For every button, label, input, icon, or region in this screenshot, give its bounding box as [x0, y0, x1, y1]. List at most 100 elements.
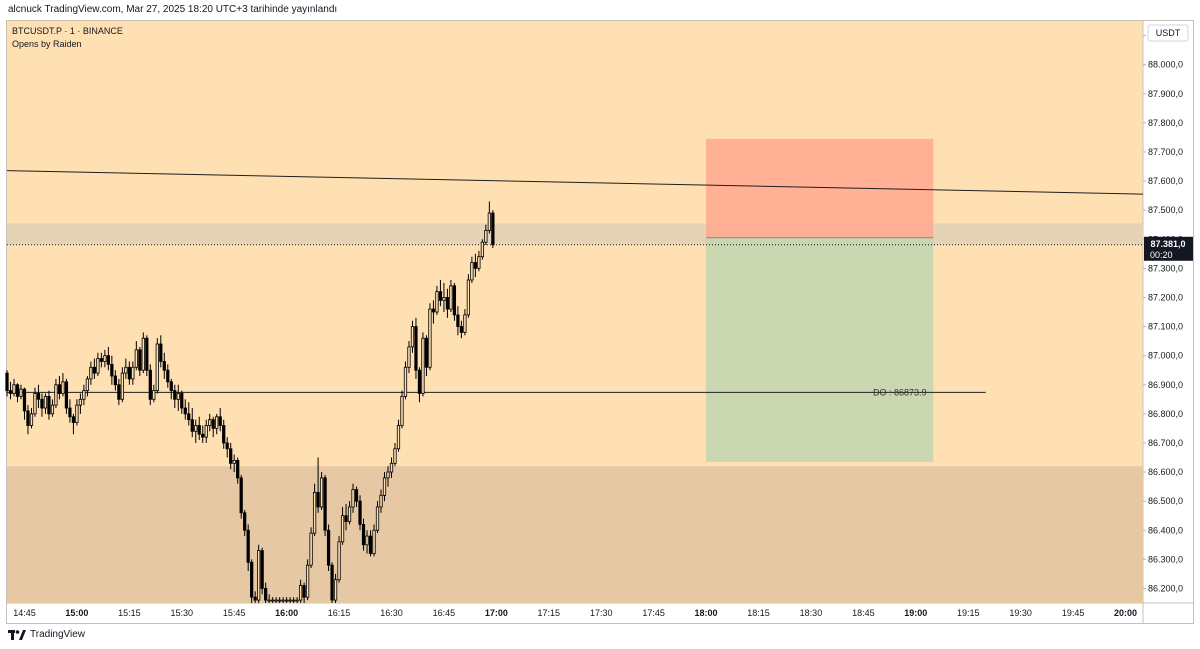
candle-body — [159, 343, 163, 362]
time-tick-label: 18:30 — [800, 608, 823, 618]
short-position-target-zone[interactable] — [706, 237, 934, 462]
candle — [281, 597, 285, 603]
supply-band[interactable] — [7, 223, 1143, 245]
candle — [351, 483, 355, 513]
candle-body — [211, 419, 215, 429]
candle — [319, 472, 324, 510]
time-tick-label: 18:45 — [852, 608, 875, 618]
candle — [438, 279, 443, 307]
candle-body — [278, 599, 282, 602]
candle-body — [187, 413, 191, 421]
candle-body — [96, 358, 100, 374]
candle — [271, 597, 275, 603]
candle — [180, 390, 184, 414]
price-tick-label: 87.900,0 — [1148, 89, 1183, 99]
candle-body — [8, 390, 13, 394]
candle — [372, 524, 376, 557]
candle-body — [319, 477, 324, 508]
candle — [250, 559, 254, 603]
candle — [333, 573, 338, 603]
last-price-tag — [1144, 236, 1193, 261]
time-tick-label: 19:45 — [1062, 608, 1085, 618]
candle — [194, 419, 198, 443]
candle — [361, 518, 366, 551]
time-tick-label: 18:00 — [695, 608, 718, 618]
candle — [85, 376, 90, 397]
candle-body — [375, 506, 380, 531]
candle-body — [417, 369, 422, 394]
candle — [159, 335, 163, 368]
candle — [40, 393, 44, 417]
candle-body — [68, 407, 72, 418]
candle-body — [201, 433, 205, 438]
time-tick-label: 16:15 — [328, 608, 351, 618]
candle-body — [274, 599, 278, 602]
candle — [222, 419, 226, 449]
candle-body — [354, 489, 359, 502]
candle — [208, 413, 212, 432]
candle — [463, 309, 467, 336]
candle — [243, 509, 247, 537]
candle — [470, 256, 474, 283]
trendline[interactable] — [6, 170, 1144, 195]
candle-body — [78, 398, 83, 406]
candle-body — [40, 398, 44, 409]
candle-body — [236, 460, 240, 479]
candle — [285, 597, 289, 603]
candle — [215, 413, 219, 435]
candle-body — [466, 279, 471, 316]
candle — [421, 332, 425, 397]
candle — [47, 390, 51, 420]
candle-body — [428, 308, 432, 368]
candle — [278, 597, 282, 603]
candle-body — [117, 384, 121, 400]
candle-body — [396, 425, 401, 450]
candle-body — [57, 384, 62, 394]
candle-body — [85, 378, 90, 391]
candle — [459, 320, 464, 339]
candle — [396, 419, 401, 452]
candle-body — [239, 477, 243, 514]
time-tick-label: 19:00 — [904, 608, 927, 618]
price-tick-label: 86.800,0 — [1148, 409, 1183, 419]
candle-body — [120, 372, 124, 400]
candle-body — [487, 212, 491, 231]
candle — [99, 352, 103, 368]
candle — [124, 358, 128, 379]
candle-body — [22, 388, 27, 412]
candle — [386, 466, 390, 487]
candle-body — [204, 425, 208, 438]
candle — [414, 317, 418, 379]
candle-body — [347, 506, 352, 522]
symbol-legend[interactable]: BTCUSDT.P · 1 · BINANCE — [12, 26, 123, 36]
candle-body — [312, 492, 317, 534]
candle — [484, 224, 488, 246]
candle — [64, 378, 69, 414]
candle — [82, 384, 86, 406]
candle-body — [424, 337, 429, 368]
price-tick-label: 87.300,0 — [1148, 263, 1183, 273]
candle-body — [438, 291, 443, 301]
demand-zone[interactable] — [7, 466, 1143, 603]
candle-body — [480, 241, 484, 258]
candle — [131, 361, 135, 385]
candle — [218, 408, 222, 432]
candle-body — [386, 471, 390, 479]
candle — [246, 524, 250, 571]
candle-body — [106, 355, 110, 365]
candle — [428, 303, 432, 371]
candle-body — [225, 442, 229, 450]
short-position-stop-zone[interactable] — [706, 138, 934, 238]
candle — [229, 442, 233, 470]
bar-countdown-label: 00:20 — [1150, 250, 1173, 260]
indicator-legend[interactable]: Opens by Raiden — [12, 39, 82, 49]
candle — [148, 364, 152, 406]
currency-button[interactable] — [1147, 24, 1189, 42]
tradingview-brand[interactable]: TradingView — [8, 629, 85, 640]
candle-body — [12, 384, 16, 394]
candle — [316, 457, 320, 513]
candle-body — [215, 416, 219, 429]
price-tick-label: 86.200,0 — [1148, 583, 1183, 593]
candle-body — [89, 366, 93, 380]
